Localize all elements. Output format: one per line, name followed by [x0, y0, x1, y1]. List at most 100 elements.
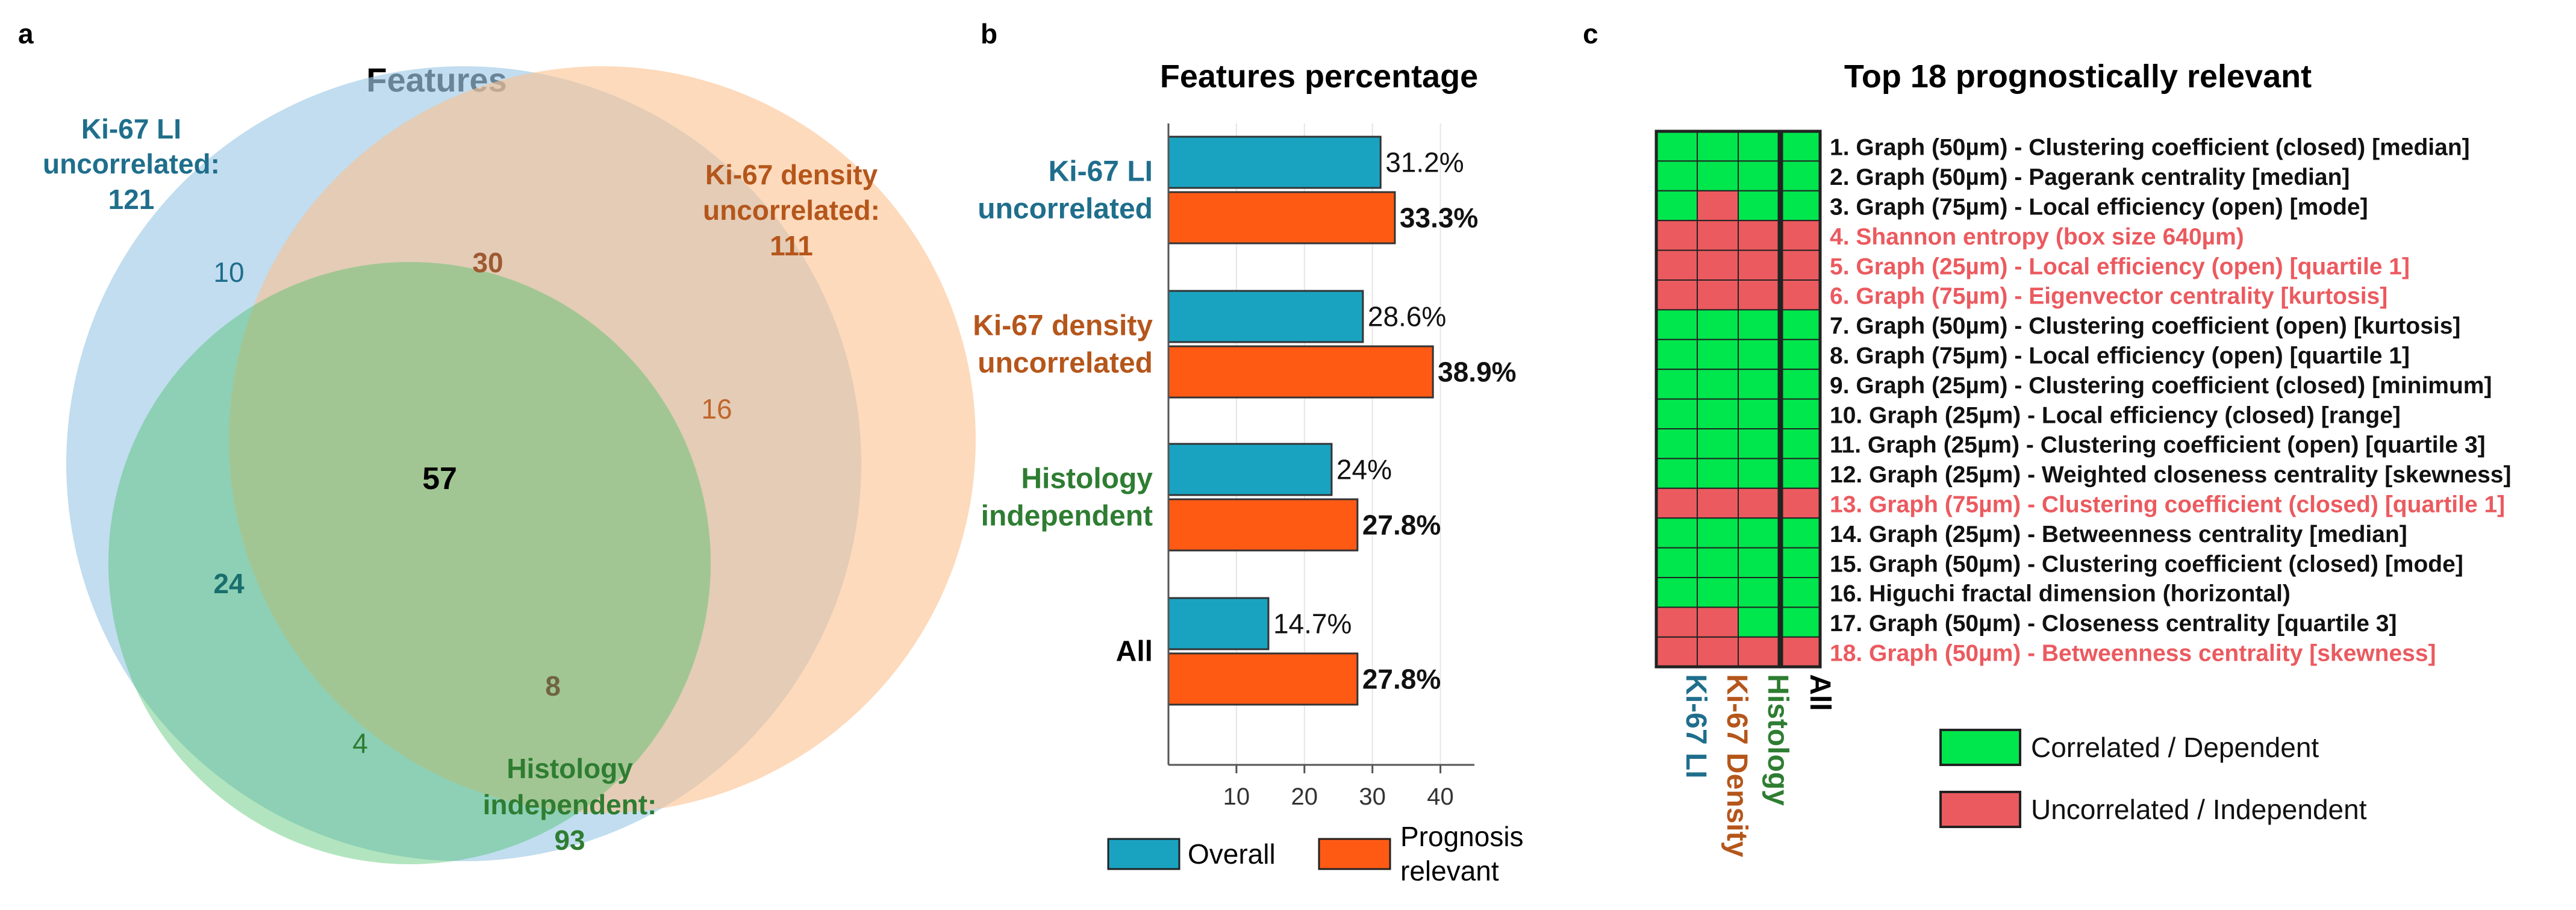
heatmap-cell [1656, 636, 1698, 668]
venn-region-li-only: 10 [213, 257, 244, 288]
heatmap-cell-all [1781, 279, 1821, 311]
heatmap-cell-all [1781, 458, 1821, 489]
bar-value-label: 38.9% [1438, 357, 1516, 388]
heatmap-cell-all [1781, 190, 1821, 222]
heatmap-cell [1697, 428, 1739, 460]
heatmap-cell-all [1781, 369, 1821, 400]
heatmap-cell [1738, 249, 1780, 281]
legend-label-overall: Overall [1188, 838, 1276, 870]
venn-label-ki67-density: Ki-67 density uncorrelated: 111 [703, 159, 880, 261]
heatmap-cell [1656, 577, 1698, 608]
venn-region-li-histology: 24 [213, 568, 245, 599]
x-tick-label: 40 [1427, 784, 1454, 810]
heatmap-cell [1697, 517, 1739, 549]
venn-region-density-histology: 8 [545, 670, 561, 702]
heatmap-cell [1738, 369, 1780, 400]
legend-swatch [1939, 729, 2021, 766]
heatmap-cell [1738, 547, 1780, 578]
bar-category-label: All [1116, 636, 1153, 668]
heatmap-cell [1738, 309, 1780, 340]
legend-label: Correlated / Dependent [2031, 732, 2319, 763]
panel-c-heatmap: c Top 18 prognostically relevant 1. Grap… [1583, 18, 2511, 858]
venn-circle-histology [108, 262, 711, 864]
heatmap-cell [1697, 369, 1739, 400]
venn-label-line: independent: [483, 789, 657, 820]
heatmap-column-label: Ki-67 Density [1721, 674, 1753, 857]
bar-prognosis-relevant [1167, 652, 1359, 706]
heatmap-cell [1697, 160, 1739, 192]
heatmap-row-label: 14. Graph (25µm) - Betweenness centralit… [1830, 522, 2407, 547]
heatmap-cell [1697, 249, 1739, 281]
venn-label-line: 93 [554, 824, 585, 856]
venn-region-density-only: 16 [701, 393, 732, 425]
venn-label-line: Ki-67 LI [81, 113, 181, 145]
heatmap-cell [1656, 309, 1698, 340]
heatmap-row-label: 5. Graph (25µm) - Local efficiency (open… [1830, 254, 2410, 279]
heatmap-cell [1697, 636, 1739, 668]
heatmap-cell [1738, 398, 1780, 429]
bar-value-label: 28.6% [1368, 301, 1446, 332]
legend-swatch-prognosis [1318, 838, 1391, 870]
heatmap-row-label: 6. Graph (75µm) - Eigenvector centrality… [1830, 284, 2387, 310]
heatmap-cell [1697, 458, 1739, 489]
heatmap-column-label: Histology [1762, 674, 1794, 806]
heatmap-cell [1738, 338, 1780, 370]
heatmap-cell [1697, 309, 1739, 340]
panel-b-bar-chart: b Features percentage Ki-67 LI uncorrelat… [973, 18, 1523, 887]
venn-circle-ki67-density [229, 66, 976, 813]
heatmap-cell [1697, 131, 1739, 162]
bar-category-label: independent [981, 500, 1153, 532]
heatmap-cell [1738, 577, 1780, 608]
heatmap-row-label: 13. Graph (75µm) - Clustering coefficien… [1830, 492, 2505, 518]
heatmap-cell-all [1781, 577, 1821, 608]
heatmap-column-label: Ki-67 LI [1680, 674, 1712, 778]
bar-prognosis-relevant [1167, 345, 1434, 399]
heatmap-cell [1697, 398, 1739, 429]
heatmap-row-label: 2. Graph (50µm) - Pagerank centrality [m… [1830, 164, 2350, 190]
bar-value-label: 31.2% [1385, 147, 1464, 178]
heatmap-cell [1738, 458, 1780, 489]
bar-category-labels: Ki-67 LI uncorrelated Ki-67 density uncorre… [973, 156, 1153, 668]
heatmap-cell [1697, 279, 1739, 311]
heatmap-cell [1738, 131, 1780, 162]
bar-chart-title: Features percentage [1160, 58, 1478, 95]
panel-a-venn: a Features Ki-67 LI uncorrelated: 121 Ki… [18, 18, 976, 864]
legend-swatch-overall [1107, 838, 1180, 870]
heatmap-cell [1738, 636, 1780, 668]
bar-category-label: Ki-67 density [973, 310, 1153, 342]
x-tick-label: 20 [1291, 784, 1318, 810]
heatmap-cell [1738, 160, 1780, 192]
venn-label-line: uncorrelated: [703, 195, 880, 226]
venn-region-histology-only: 4 [352, 728, 368, 759]
bar-category-label: uncorrelated [978, 347, 1153, 379]
heatmap-cell [1656, 606, 1698, 638]
heatmap-cell-all [1781, 220, 1821, 251]
bar-category-label: Histology [1021, 463, 1153, 495]
heatmap-column-labels: Ki-67 LI Ki-67 Density Histology All [1680, 674, 1836, 857]
heatmap-row-label: 18. Graph (50µm) - Betweenness centralit… [1830, 641, 2436, 667]
venn-label-line: Ki-67 density [705, 159, 878, 190]
heatmap-cell [1697, 577, 1739, 608]
heatmap-row-label: 12. Graph (25µm) - Weighted closeness ce… [1830, 462, 2511, 488]
heatmap-cell [1697, 606, 1739, 638]
heatmap-cell [1656, 458, 1698, 489]
heatmap-cell [1738, 220, 1780, 251]
venn-region-all: 57 [422, 461, 457, 496]
bar-x-axis: 10 20 30 40 [1167, 123, 1474, 810]
legend-label-prognosis-line2: relevant [1400, 855, 1499, 887]
heatmap-title: Top 18 prognostically relevant [1844, 58, 2312, 95]
heatmap-cell [1738, 190, 1780, 222]
heatmap-cell [1656, 428, 1698, 460]
heatmap-cell [1738, 428, 1780, 460]
heatmap-cell-all [1781, 547, 1821, 578]
venn-label-line: uncorrelated: [43, 148, 220, 179]
heatmap-cell [1697, 547, 1739, 578]
heatmap-row-label: 16. Higuchi fractal dimension (horizonta… [1830, 581, 2291, 607]
venn-label-ki67-li: Ki-67 LI uncorrelated: 121 [43, 113, 220, 215]
bar-legend: Overall Prognosis relevant [1107, 821, 1524, 887]
heatmap-row-label: 4. Shannon entropy (box size 640µm) [1830, 224, 2244, 250]
heatmap-cells [1654, 129, 1822, 668]
heatmap-cell-all [1781, 517, 1821, 549]
heatmap-cell [1738, 279, 1780, 311]
heatmap-row-label: 1. Graph (50µm) - Clustering coefficient… [1830, 135, 2470, 161]
